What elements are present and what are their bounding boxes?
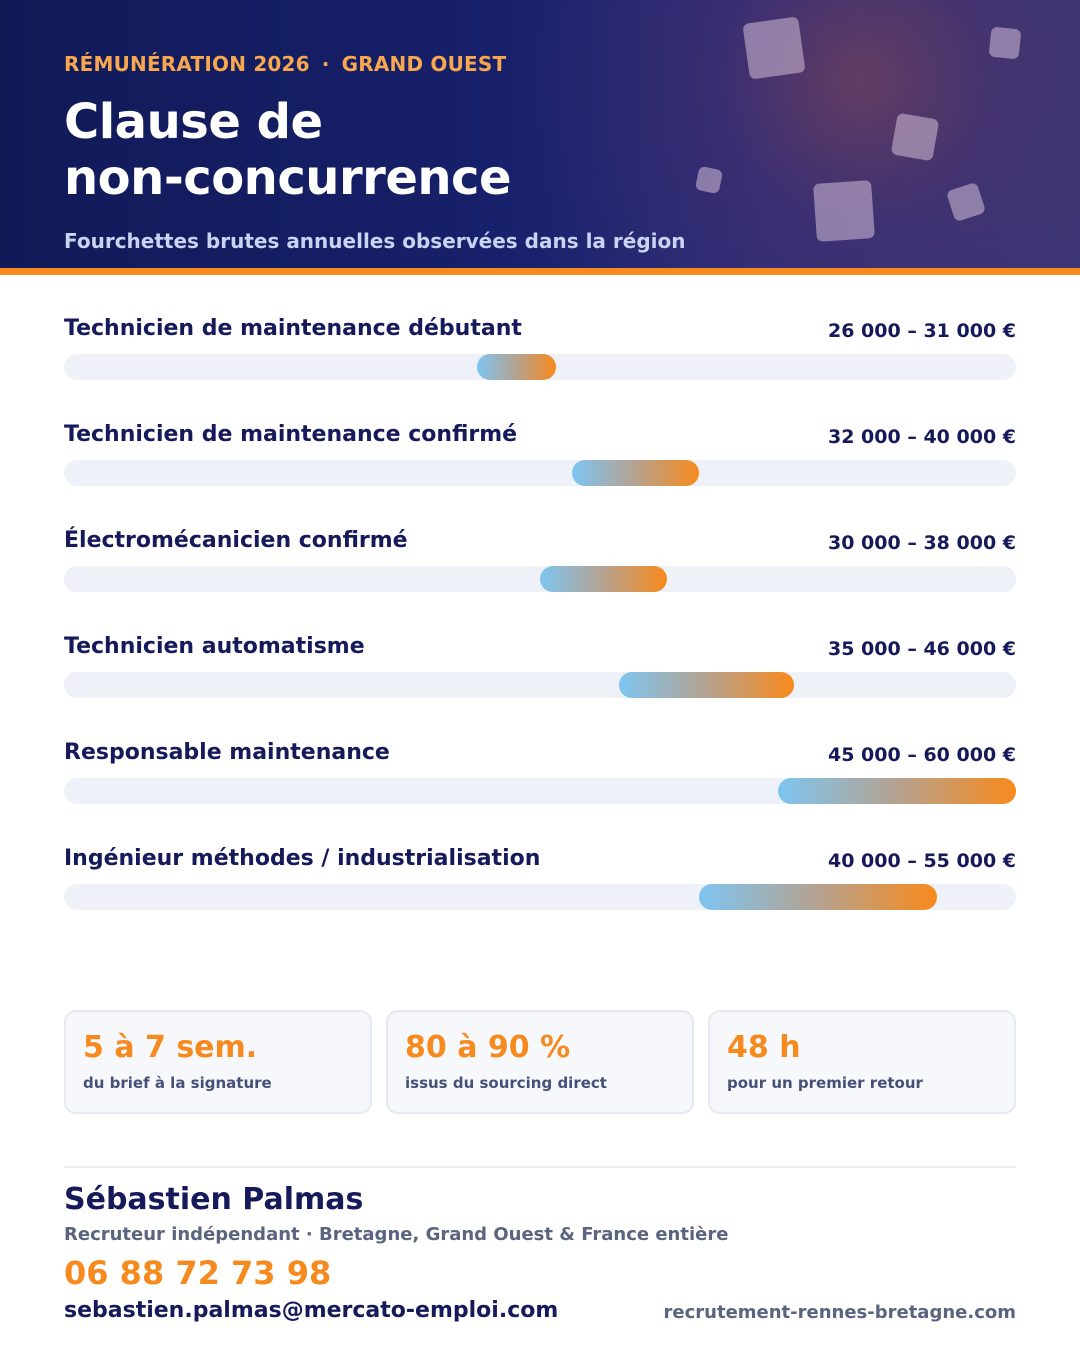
job-title: Responsable maintenance (64, 740, 390, 765)
salary-row: Technicien de maintenance confirmé 32 00… (64, 418, 1016, 524)
range-track (64, 884, 1016, 910)
salary-row: Technicien de maintenance débutant 26 00… (64, 312, 1016, 418)
contact-email[interactable]: sebastien.palmas@mercato-emploi.com (64, 1298, 559, 1323)
job-title: Technicien automatisme (64, 634, 365, 659)
eyebrow-topic: RÉMUNÉRATION 2026 (64, 52, 310, 76)
contact-role: Recruteur indépendant · Bretagne, Grand … (64, 1224, 729, 1245)
decorative-square (890, 112, 940, 162)
range-track (64, 672, 1016, 698)
page-title-line-1: Clause de (64, 94, 323, 150)
range-track (64, 460, 1016, 486)
stat-description: du brief à la signature (83, 1074, 272, 1092)
footer-divider (64, 1166, 1016, 1168)
salary-range: 40 000 – 55 000 € (828, 850, 1016, 872)
stat-card: 5 à 7 sem. du brief à la signature (64, 1010, 372, 1114)
stat-value: 80 à 90 % (405, 1030, 571, 1065)
page-title: Clause de non-concurrence (64, 94, 764, 206)
eyebrow: RÉMUNÉRATION 2026 · GRAND OUEST (64, 52, 506, 76)
range-bar (778, 778, 1016, 804)
decorative-square (813, 180, 875, 242)
job-title: Technicien de maintenance confirmé (64, 422, 518, 447)
range-bar (540, 566, 667, 592)
salary-row: Technicien automatisme 35 000 – 46 000 € (64, 630, 1016, 736)
range-track (64, 566, 1016, 592)
decorative-square (988, 26, 1022, 60)
contact-name: Sébastien Palmas (64, 1182, 364, 1217)
salary-range: 45 000 – 60 000 € (828, 744, 1016, 766)
salary-range: 32 000 – 40 000 € (828, 426, 1016, 448)
stat-value: 48 h (727, 1030, 801, 1065)
job-title: Électromécanicien confirmé (64, 528, 408, 553)
salary-range: 30 000 – 38 000 € (828, 532, 1016, 554)
range-bar (698, 884, 937, 910)
header-accent-bar (0, 268, 1080, 275)
range-track (64, 354, 1016, 380)
eyebrow-separator: · (321, 52, 330, 76)
stat-description: pour un premier retour (727, 1074, 923, 1092)
range-track (64, 778, 1016, 804)
salary-row: Responsable maintenance 45 000 – 60 000 … (64, 736, 1016, 842)
salary-range: 35 000 – 46 000 € (828, 638, 1016, 660)
page-subtitle: Fourchettes brutes annuelles observées d… (64, 229, 686, 253)
salary-row: Électromécanicien confirmé 30 000 – 38 0… (64, 524, 1016, 630)
stat-card: 48 h pour un premier retour (708, 1010, 1016, 1114)
salary-range-list: Technicien de maintenance débutant 26 00… (64, 312, 1016, 948)
decorative-square (742, 16, 806, 80)
salary-range: 26 000 – 31 000 € (828, 320, 1016, 342)
contact-website[interactable]: recrutement-rennes-bretagne.com (663, 1302, 1016, 1323)
contact-phone[interactable]: 06 88 72 73 98 (64, 1254, 332, 1292)
header-banner: RÉMUNÉRATION 2026 · GRAND OUEST Clause de … (0, 0, 1080, 268)
range-bar (571, 460, 699, 486)
key-figures: 5 à 7 sem. du brief à la signature 80 à … (64, 1010, 1016, 1114)
job-title: Technicien de maintenance débutant (64, 316, 522, 341)
eyebrow-region: GRAND OUEST (341, 52, 507, 76)
range-bar (619, 672, 794, 698)
stat-value: 5 à 7 sem. (83, 1030, 258, 1065)
stat-card: 80 à 90 % issus du sourcing direct (386, 1010, 694, 1114)
stat-description: issus du sourcing direct (405, 1074, 607, 1092)
range-bar (476, 354, 556, 380)
decorative-square (945, 181, 987, 223)
salary-row: Ingénieur méthodes / industrialisation 4… (64, 842, 1016, 948)
job-title: Ingénieur méthodes / industrialisation (64, 846, 541, 871)
page-title-line-2: non-concurrence (64, 150, 512, 206)
